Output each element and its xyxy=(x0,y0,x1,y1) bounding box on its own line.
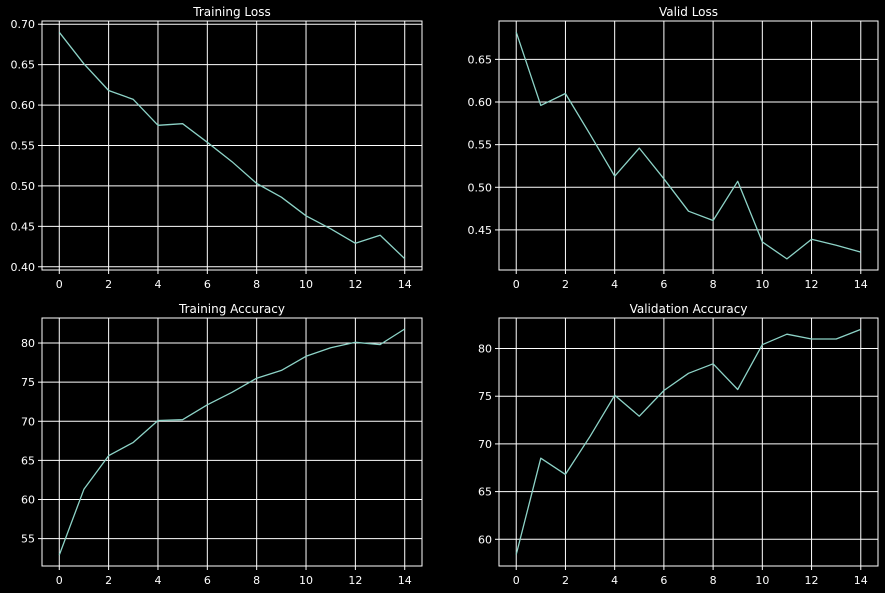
x-tick-label: 10 xyxy=(299,278,313,291)
y-tick-label: 0.55 xyxy=(468,139,493,152)
x-tick-label: 4 xyxy=(611,278,618,291)
y-tick-label: 0.45 xyxy=(11,220,36,233)
x-tick-label: 8 xyxy=(710,278,717,291)
plot-frame xyxy=(498,20,879,271)
x-tick-label: 8 xyxy=(253,574,260,587)
x-tick-label: 8 xyxy=(710,574,717,587)
chart-title: Training Accuracy xyxy=(178,302,285,316)
x-tick-label: 14 xyxy=(398,278,412,291)
x-tick-label: 0 xyxy=(56,278,63,291)
y-tick-label: 70 xyxy=(21,415,35,428)
x-tick-label: 0 xyxy=(513,574,520,587)
y-tick-label: 0.45 xyxy=(468,224,493,237)
y-tick-label: 60 xyxy=(21,494,35,507)
y-tick-label: 75 xyxy=(21,376,35,389)
y-tick-label: 0.40 xyxy=(11,261,36,274)
y-tick-label: 80 xyxy=(478,343,492,356)
chart-panel-2: 0 2 4 6 8 10 12 14 0.45 0.50 0.55 0.60 0.65 Valid Los… xyxy=(468,5,879,291)
x-tick-label: 2 xyxy=(562,278,569,291)
chart-panel-3: 0 2 4 6 8 10 12 14 55 60 65 70 75 80 Training Accuracy xyxy=(21,302,423,587)
x-tick-label: 10 xyxy=(299,574,313,587)
chart-title: Valid Loss xyxy=(659,5,718,19)
y-tick-label: 0.70 xyxy=(11,18,36,31)
chart-panel-4: 0 2 4 6 8 10 12 14 60 65 70 75 80 Validation Accuracy xyxy=(478,302,879,587)
x-tick-label: 0 xyxy=(56,574,63,587)
x-tick-label: 2 xyxy=(105,574,112,587)
x-tick-label: 6 xyxy=(204,574,211,587)
plot-frame xyxy=(41,317,423,567)
series-line xyxy=(58,31,406,260)
x-tick-label: 12 xyxy=(805,278,819,291)
y-tick-label: 0.50 xyxy=(468,181,493,194)
plot-frame xyxy=(41,20,423,271)
y-tick-label: 0.60 xyxy=(468,96,493,109)
x-tick-label: 0 xyxy=(513,278,520,291)
y-tick-label: 0.65 xyxy=(11,59,36,72)
y-tick-label: 70 xyxy=(478,438,492,451)
x-tick-label: 2 xyxy=(562,574,569,587)
series-line xyxy=(515,328,862,555)
y-tick-label: 0.65 xyxy=(468,53,493,66)
chart-title: Validation Accuracy xyxy=(630,302,748,316)
y-tick-label: 65 xyxy=(478,486,492,499)
plot-frame xyxy=(498,317,879,567)
x-tick-label: 4 xyxy=(154,278,161,291)
x-tick-label: 14 xyxy=(854,574,868,587)
x-tick-label: 10 xyxy=(755,278,769,291)
x-tick-label: 4 xyxy=(154,574,161,587)
y-tick-label: 0.50 xyxy=(11,180,36,193)
x-tick-label: 10 xyxy=(755,574,769,587)
chart-title: Training Loss xyxy=(192,5,270,19)
x-tick-label: 12 xyxy=(805,574,819,587)
x-tick-label: 4 xyxy=(611,574,618,587)
y-tick-label: 0.60 xyxy=(11,99,36,112)
x-tick-label: 6 xyxy=(204,278,211,291)
series-line xyxy=(515,31,861,260)
y-tick-label: 80 xyxy=(21,337,35,350)
x-tick-label: 6 xyxy=(660,278,667,291)
y-tick-label: 75 xyxy=(478,390,492,403)
x-tick-label: 12 xyxy=(348,574,362,587)
x-tick-label: 8 xyxy=(253,278,260,291)
x-tick-label: 14 xyxy=(854,278,868,291)
x-tick-label: 6 xyxy=(660,574,667,587)
x-tick-label: 12 xyxy=(348,278,362,291)
chart-panel-1: 0 2 4 6 8 10 12 14 0.40 0.45 0.50 0.55 0.60 0.65 0.70 T… xyxy=(11,5,423,291)
y-tick-label: 65 xyxy=(21,454,35,467)
series-line xyxy=(58,328,406,556)
x-tick-label: 2 xyxy=(105,278,112,291)
y-tick-label: 60 xyxy=(478,533,492,546)
y-tick-label: 55 xyxy=(21,533,35,546)
y-tick-label: 0.55 xyxy=(11,140,36,153)
x-tick-label: 14 xyxy=(398,574,412,587)
